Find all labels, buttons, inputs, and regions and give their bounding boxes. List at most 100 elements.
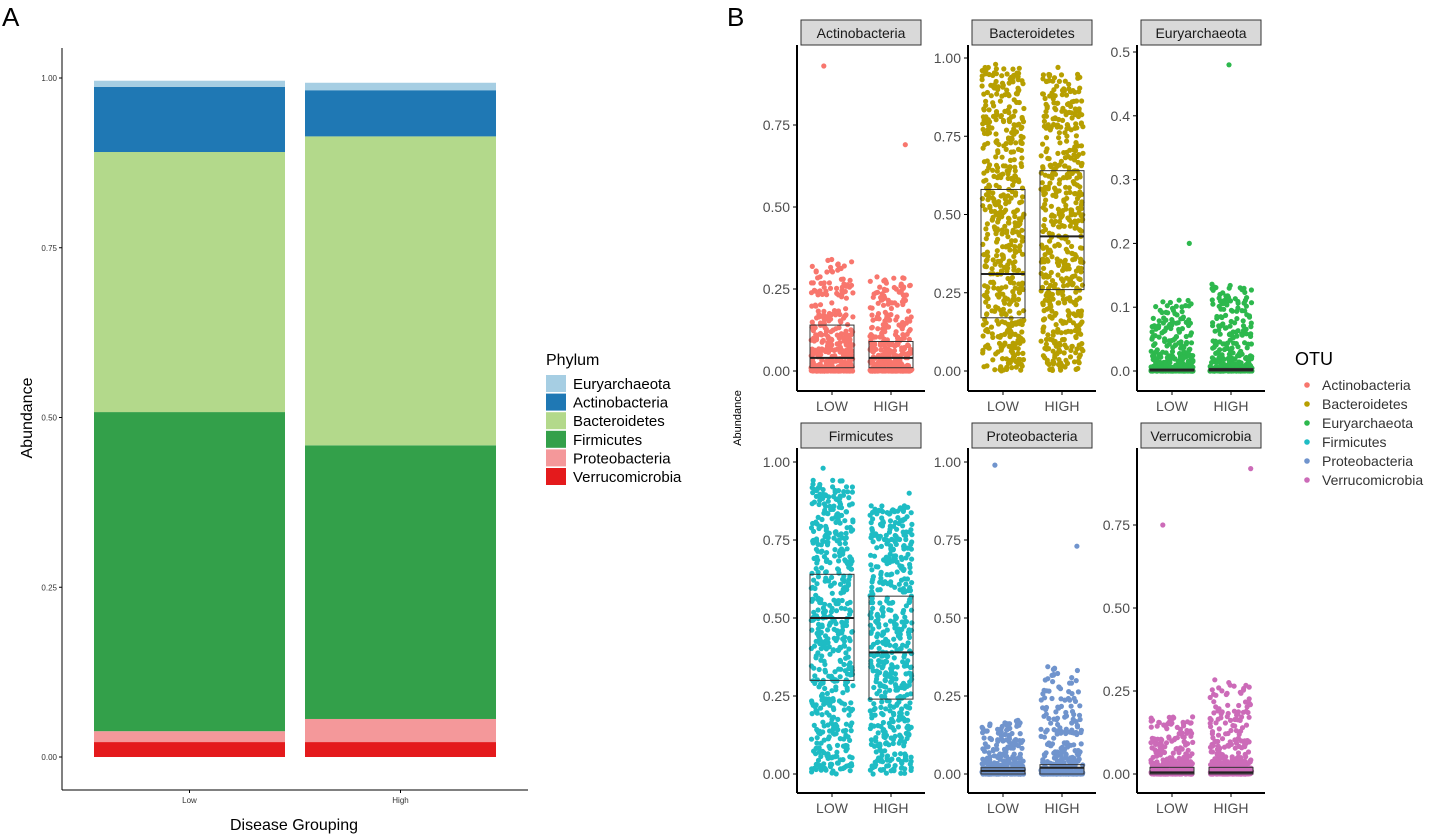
data-point <box>838 605 845 611</box>
data-point <box>1218 715 1224 721</box>
data-point <box>811 665 817 671</box>
data-point <box>813 303 819 309</box>
data-point <box>1055 272 1061 278</box>
data-point <box>1174 724 1180 731</box>
data-point <box>1058 696 1064 702</box>
data-point <box>900 659 906 665</box>
data-point <box>849 484 856 490</box>
data-point <box>887 618 894 624</box>
facet-y-tick-label: 0.75 <box>1103 517 1130 533</box>
data-point <box>990 748 996 754</box>
data-point <box>838 331 845 337</box>
data-point <box>908 510 914 516</box>
data-point <box>900 610 906 616</box>
data-point <box>837 657 843 663</box>
data-point <box>1013 140 1019 146</box>
data-point <box>870 600 876 606</box>
data-point <box>1061 150 1067 156</box>
data-point <box>985 303 992 309</box>
data-point <box>1002 108 1008 114</box>
data-point <box>1002 196 1008 202</box>
data-point <box>889 558 895 564</box>
facet-title: Verrucomicrobia <box>1150 428 1251 444</box>
data-point <box>993 66 1000 72</box>
data-point <box>873 738 879 744</box>
data-point <box>843 283 849 289</box>
data-point <box>1209 731 1215 737</box>
data-point <box>900 508 907 514</box>
data-point <box>1004 727 1010 733</box>
data-point <box>823 575 829 581</box>
data-point <box>1181 723 1187 729</box>
data-point <box>830 698 836 704</box>
data-point <box>1238 360 1244 366</box>
data-point <box>980 756 986 762</box>
data-point <box>830 726 836 732</box>
data-point <box>1002 320 1008 326</box>
data-point <box>849 755 855 761</box>
data-point <box>891 636 897 642</box>
data-point <box>1042 216 1048 223</box>
data-point <box>842 536 848 542</box>
data-point <box>909 620 915 626</box>
data-point <box>1050 296 1056 302</box>
data-point <box>1073 200 1079 206</box>
facet-title: Euryarchaeota <box>1155 25 1246 41</box>
data-point <box>819 548 825 554</box>
data-point <box>828 720 835 726</box>
data-point <box>984 221 991 227</box>
data-point <box>845 489 851 495</box>
data-point <box>991 763 998 769</box>
data-point <box>1065 154 1071 160</box>
data-point <box>809 346 815 352</box>
data-point <box>878 575 884 581</box>
data-point <box>986 71 992 78</box>
data-point <box>1079 319 1085 325</box>
data-point <box>820 465 826 471</box>
data-point <box>1075 358 1081 364</box>
data-point <box>983 251 990 257</box>
data-point <box>901 654 907 660</box>
facet-y-tick-label: 0.75 <box>763 117 790 133</box>
data-point <box>1005 91 1011 97</box>
data-point <box>1235 760 1241 766</box>
data-point <box>1169 317 1175 323</box>
data-point <box>983 328 989 334</box>
facet-y-tick-label: 0.75 <box>934 532 961 548</box>
data-point <box>834 760 841 766</box>
data-point <box>1063 709 1069 716</box>
data-point <box>982 263 988 269</box>
data-point <box>992 208 998 215</box>
data-point <box>993 154 999 160</box>
data-point <box>814 726 820 733</box>
data-point <box>1077 276 1083 282</box>
data-point <box>1170 307 1176 313</box>
data-point <box>877 600 883 606</box>
data-point <box>834 753 840 759</box>
data-point <box>904 663 910 669</box>
data-point <box>870 765 876 771</box>
data-point <box>836 532 842 538</box>
data-point <box>981 91 987 97</box>
data-point <box>998 209 1004 215</box>
bar-high-firmicutes <box>305 445 496 719</box>
data-point <box>1019 155 1025 161</box>
data-point <box>1181 734 1187 740</box>
data-point <box>1077 184 1083 190</box>
otu-legend-title: OTU <box>1295 349 1333 369</box>
data-point <box>1041 189 1047 195</box>
data-point <box>1209 297 1215 303</box>
data-point <box>1244 704 1250 710</box>
data-point <box>1246 714 1252 720</box>
data-point <box>826 530 832 536</box>
data-point <box>884 753 891 759</box>
data-point <box>1056 224 1063 230</box>
data-point <box>1006 104 1013 110</box>
data-point <box>901 739 907 745</box>
data-point <box>833 731 839 737</box>
data-point <box>1073 678 1079 684</box>
data-point <box>896 740 902 746</box>
data-point <box>1049 741 1056 747</box>
data-point <box>1012 345 1018 351</box>
